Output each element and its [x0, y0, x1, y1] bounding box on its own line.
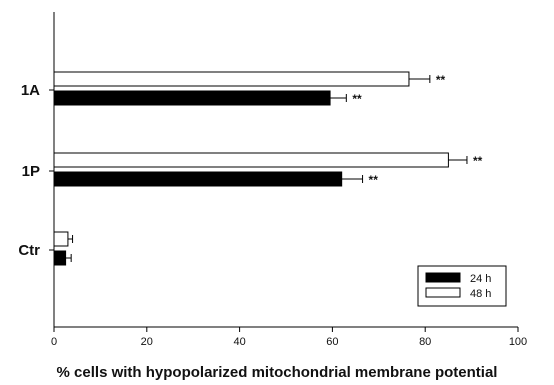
error-bars-layer	[65, 75, 468, 262]
category-label-1a: 1A	[21, 82, 40, 99]
error-bar-1a-24h	[330, 94, 347, 102]
significance-marker: **	[352, 92, 362, 106]
axes-layer: Ctr 1P 1A 0 20 40 60 80 100	[18, 12, 527, 348]
x-tick-label: 80	[419, 336, 431, 348]
significance-marker: **	[369, 173, 379, 187]
bar-1a-48h	[53, 71, 410, 87]
bar-ctr-24h	[53, 250, 67, 266]
bar-ctr-48h	[53, 231, 69, 247]
legend-swatch-24h	[425, 272, 461, 283]
significance-marker: **	[436, 73, 446, 87]
error-bar-1a-48h	[408, 75, 431, 83]
legend: 24 h 48 h	[417, 265, 507, 307]
x-tick-label: 0	[51, 336, 57, 348]
bar-1a-24h	[53, 90, 331, 106]
legend-label-48h: 48 h	[470, 288, 491, 300]
x-tick-label: 100	[509, 336, 527, 348]
error-bar-1p-24h	[341, 175, 364, 183]
x-tick-label: 20	[141, 336, 153, 348]
legend-label-24h: 24 h	[470, 273, 491, 285]
x-tick-label: 60	[326, 336, 338, 348]
error-bar-ctr-24h	[65, 254, 72, 262]
error-bar-ctr-48h	[67, 235, 74, 243]
bars-layer	[53, 71, 449, 266]
significance-marker: **	[473, 154, 483, 168]
legend-box	[417, 265, 507, 307]
bar-1p-48h	[53, 152, 449, 168]
bar-1p-24h	[53, 171, 343, 187]
x-tick-label: 40	[233, 336, 245, 348]
error-bar-1p-48h	[448, 156, 468, 164]
significance-layer: ** ** ** **	[352, 73, 482, 187]
category-label-1p: 1P	[22, 163, 40, 180]
legend-swatch-48h	[425, 287, 461, 298]
category-label-ctr: Ctr	[18, 242, 40, 259]
x-axis-title: % cells with hypopolarized mitochondrial…	[57, 364, 498, 381]
